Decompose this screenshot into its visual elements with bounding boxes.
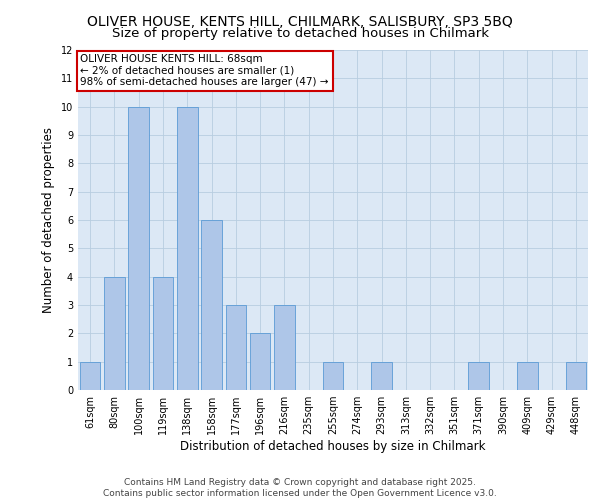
Bar [201,220,222,390]
Bar [177,106,197,390]
Bar [517,362,538,390]
Bar [226,305,246,390]
Text: Contains HM Land Registry data © Crown copyright and database right 2025.
Contai: Contains HM Land Registry data © Crown c… [103,478,497,498]
Bar [274,305,295,390]
Bar [152,276,173,390]
Bar [104,276,125,390]
Bar [323,362,343,390]
Text: OLIVER HOUSE, KENTS HILL, CHILMARK, SALISBURY, SP3 5BQ: OLIVER HOUSE, KENTS HILL, CHILMARK, SALI… [87,15,513,29]
Bar [128,106,149,390]
Text: Size of property relative to detached houses in Chilmark: Size of property relative to detached ho… [112,28,488,40]
X-axis label: Distribution of detached houses by size in Chilmark: Distribution of detached houses by size … [180,440,486,453]
Bar [566,362,586,390]
Y-axis label: Number of detached properties: Number of detached properties [42,127,55,313]
Bar [469,362,489,390]
Bar [250,334,271,390]
Bar [371,362,392,390]
Bar [80,362,100,390]
Text: OLIVER HOUSE KENTS HILL: 68sqm
← 2% of detached houses are smaller (1)
98% of se: OLIVER HOUSE KENTS HILL: 68sqm ← 2% of d… [80,54,329,88]
